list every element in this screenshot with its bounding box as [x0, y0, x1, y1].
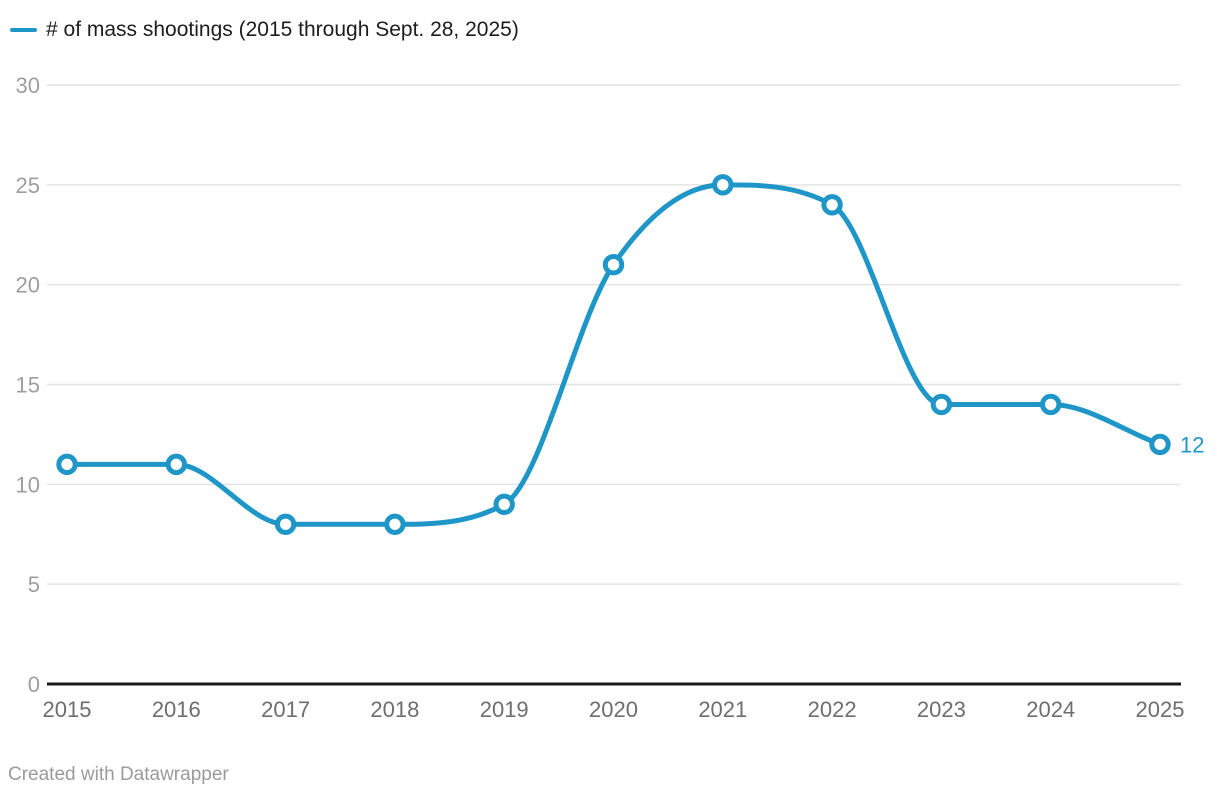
x-tick-label: 2016 — [152, 697, 201, 722]
y-tick-label: 0 — [28, 672, 40, 697]
x-tick-label: 2023 — [917, 697, 966, 722]
series-line — [64, 182, 1163, 527]
legend: # of mass shootings (2015 through Sept. … — [10, 18, 519, 42]
x-tick-label: 2019 — [480, 697, 529, 722]
y-tick-label: 30 — [16, 73, 40, 98]
x-tick-label: 2020 — [589, 697, 638, 722]
y-tick-label: 25 — [16, 173, 40, 198]
x-tick-label: 2015 — [43, 697, 92, 722]
end-value-label: 12 — [1180, 432, 1204, 457]
data-point-marker[interactable] — [384, 513, 406, 535]
data-point-marker[interactable] — [930, 393, 953, 416]
legend-line-swatch — [10, 28, 37, 32]
data-point-marker[interactable] — [165, 453, 188, 476]
y-tick-label: 10 — [16, 472, 40, 497]
data-point-marker[interactable] — [493, 493, 515, 515]
y-tick-label: 5 — [28, 572, 40, 597]
x-tick-label: 2018 — [370, 697, 419, 722]
data-point-marker[interactable] — [602, 254, 625, 276]
data-point-marker[interactable] — [1149, 433, 1171, 456]
x-tick-label: 2025 — [1136, 697, 1185, 722]
x-tick-label: 2024 — [1026, 697, 1075, 722]
x-tick-label: 2022 — [808, 697, 857, 722]
legend-label: # of mass shootings (2015 through Sept. … — [46, 18, 519, 41]
y-tick-label: 20 — [16, 273, 40, 298]
x-tick-label: 2017 — [261, 697, 310, 722]
y-tick-label: 15 — [16, 373, 40, 398]
data-point-marker[interactable] — [821, 194, 843, 216]
x-tick-label: 2021 — [698, 697, 747, 722]
data-point-marker[interactable] — [274, 513, 297, 535]
data-point-marker[interactable] — [712, 174, 734, 196]
data-point-marker[interactable] — [56, 453, 78, 476]
datawrapper-credit-link[interactable]: Created with Datawrapper — [8, 764, 229, 785]
data-point-marker[interactable] — [1040, 393, 1062, 416]
